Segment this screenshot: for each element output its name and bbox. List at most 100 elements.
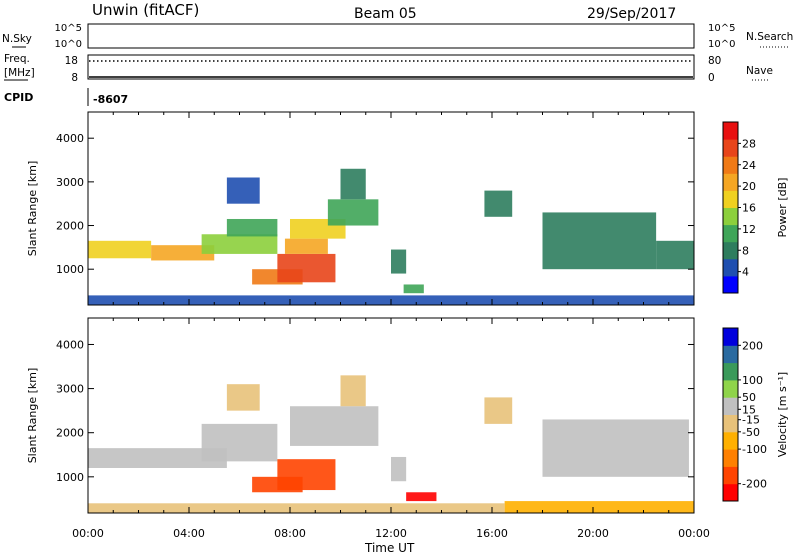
- x-tick-label-4: 16:00: [476, 527, 508, 540]
- velocity-y-tick-label-3: 4000: [56, 338, 84, 351]
- power-data-region-13: [484, 190, 513, 217]
- velocity-data-region-9: [484, 397, 513, 424]
- time-axis: 00:00 04:00 08:00 12:00 16:00 20:00 00:00: [72, 527, 710, 540]
- power-data-region-15: [656, 240, 694, 270]
- power-colorbar-segment-1: [723, 258, 738, 277]
- velocity-panel: 1000 2000 3000 4000 Slant Range [km] -200 -100…: [26, 317, 789, 514]
- velocity-data-region-4: [277, 459, 336, 491]
- power-colorbar-tick-label-5: 24: [742, 159, 756, 172]
- power-data-region-11: [391, 249, 407, 274]
- power-data-region-6: [284, 238, 328, 254]
- noise-left-tick-top: 10^5: [55, 23, 82, 34]
- power-colorbar-segment-2: [723, 241, 738, 260]
- velocity-y-tick-label-2: 3000: [56, 383, 84, 396]
- power-colorbar-tick-label-4: 20: [742, 180, 756, 193]
- power-colorbar-segment-7: [723, 156, 738, 174]
- freq-panel-frame: [87, 54, 695, 80]
- freq-right-tick-bottom: 0: [708, 72, 715, 84]
- power-colorbar-tick-label-3: 16: [742, 202, 756, 215]
- power-colorbar-segment-4: [723, 207, 738, 226]
- x-tick-label-3: 12:00: [375, 527, 407, 540]
- velocity-colorbar-segment-9: [723, 328, 738, 346]
- date-title: 29/Sep/2017: [587, 6, 676, 22]
- velocity-colorbar-tick-label-6: 100: [742, 374, 763, 387]
- velocity-colorbar-segment-8: [723, 345, 738, 364]
- power-colorbar-tick-label-2: 12: [742, 223, 756, 236]
- freq-left-tick-top: 18: [65, 55, 78, 67]
- power-colorbar-tick-label-6: 28: [742, 137, 756, 150]
- power-data-region-2: [201, 234, 278, 254]
- velocity-data-region-0: [88, 448, 227, 468]
- velocity-panel-frame: [87, 317, 695, 514]
- velocity-colorbar-tick-label-1: -100: [742, 443, 767, 456]
- velocity-colorbar-tick-label-4: 15: [742, 403, 756, 416]
- x-tick-label-2: 08:00: [274, 527, 306, 540]
- velocity-colorbar-segment-2: [723, 449, 738, 467]
- velocity-colorbar-tick-label-2: -50: [742, 426, 760, 439]
- x-tick-label-1: 04:00: [173, 527, 205, 540]
- noise-search-label: N.Search: [746, 31, 793, 43]
- power-data-region-0: [88, 240, 152, 259]
- power-panel-frame: [87, 111, 695, 306]
- noise-panel-frame: [87, 23, 695, 49]
- noise-right-tick-top: 10^5: [708, 23, 735, 34]
- cpid-label: CPID: [4, 91, 33, 104]
- freq-label-bottom: [MHz]: [4, 67, 35, 79]
- velocity-y-tick-label-1: 2000: [56, 427, 84, 440]
- velocity-colorbar-tick-label-5: 50: [742, 391, 756, 404]
- velocity-colorbar-tick-label-7: 200: [742, 339, 763, 352]
- velocity-data-region-1: [201, 423, 278, 462]
- velocity-y-axis-label: Slant Range [km]: [26, 368, 39, 464]
- power-panel: 1000 2000 3000 4000 Slant Range [km] 4 8 12 16 20…: [26, 111, 789, 306]
- power-data-region-10: [226, 177, 260, 204]
- beam-title: Beam 05: [354, 6, 417, 22]
- velocity-data-region-6: [340, 375, 366, 407]
- velocity-colorbar-label: Velocity [m s⁻¹]: [776, 372, 789, 457]
- station-title: Unwin (fitACF): [92, 1, 199, 19]
- power-data-region-12: [403, 284, 424, 294]
- velocity-data-region-2: [226, 384, 260, 411]
- power-y-tick-label-1: 2000: [56, 220, 84, 233]
- velocity-colorbar-tick-label-0: -200: [742, 478, 767, 491]
- power-y-tick-label-2: 3000: [56, 176, 84, 189]
- velocity-colorbar-tick-label-3: -15: [742, 414, 760, 427]
- power-y-tick-label-3: 4000: [56, 132, 84, 145]
- power-colorbar-segment-5: [723, 190, 738, 208]
- velocity-colorbar-segment-5: [723, 397, 738, 415]
- noise-right-tick-bottom: 10^0: [708, 39, 735, 50]
- velocity-data-region-8: [406, 492, 437, 502]
- freq-label-top: Freq.: [4, 53, 30, 65]
- velocity-data-region-10: [542, 419, 689, 477]
- x-tick-label-5: 20:00: [577, 527, 609, 540]
- velocity-colorbar-segment-1: [723, 466, 738, 485]
- power-colorbar-segment-8: [723, 139, 738, 157]
- velocity-data-region-11: [504, 501, 694, 513]
- noise-sky-label: N.Sky: [2, 33, 32, 45]
- power-colorbar-segment-9: [723, 122, 738, 140]
- freq-right-tick-top: 80: [708, 55, 721, 67]
- power-data-region-8: [327, 199, 379, 226]
- velocity-data-region-5: [290, 406, 379, 446]
- freq-left-tick-bottom: 8: [71, 72, 78, 84]
- power-colorbar-label: Power [dB]: [776, 178, 789, 238]
- power-data-region-3: [226, 218, 278, 237]
- x-axis-label: Time UT: [364, 541, 415, 554]
- power-data-region-1: [151, 245, 215, 261]
- power-data-region-5: [277, 253, 336, 283]
- velocity-colorbar-segment-6: [723, 379, 738, 398]
- cpid-value: -8607: [93, 93, 128, 106]
- power-data-region-9: [340, 168, 366, 200]
- velocity-colorbar-segment-3: [723, 431, 738, 450]
- power-colorbar-tick-label-1: 8: [742, 244, 749, 257]
- velocity-y-tick-label-0: 1000: [56, 471, 84, 484]
- power-colorbar-segment-3: [723, 224, 738, 243]
- velocity-colorbar-segment-4: [723, 414, 738, 433]
- power-colorbar-tick-label-0: 4: [742, 266, 749, 279]
- power-y-tick-label-0: 1000: [56, 263, 84, 276]
- power-colorbar-segment-0: [723, 275, 738, 294]
- x-tick-label-6: 00:00: [678, 527, 710, 540]
- x-tick-label-0: 00:00: [72, 527, 104, 540]
- noise-left-tick-bottom: 10^0: [55, 39, 82, 50]
- velocity-data-region-7: [391, 456, 407, 482]
